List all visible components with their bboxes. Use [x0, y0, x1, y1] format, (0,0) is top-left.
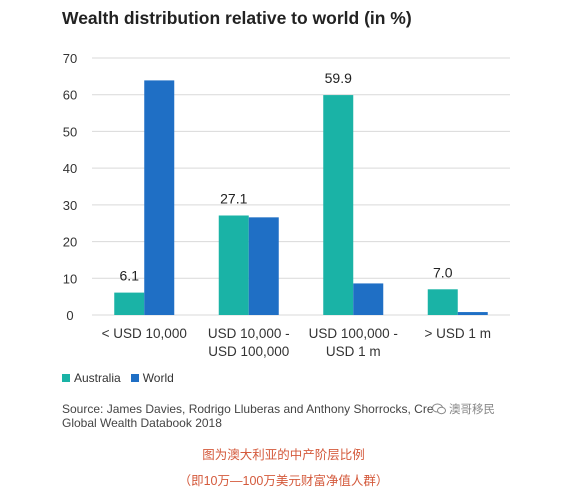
legend-swatch-australia	[62, 374, 70, 382]
y-tick-label: 50	[63, 124, 77, 139]
chat-icon	[432, 403, 446, 415]
y-tick-label: 30	[63, 198, 77, 213]
data-label: 6.1	[120, 268, 140, 284]
legend-swatch-world	[130, 374, 139, 382]
caption-line-2: （即10万—100万美元财富净值人群）	[178, 474, 389, 488]
source-line-2: Global Wealth Databook 2018	[62, 416, 222, 430]
x-tick-label: < USD 10,000	[102, 326, 187, 341]
bar-world	[248, 217, 279, 315]
y-tick-label: 10	[63, 271, 77, 286]
data-label: 27.1	[220, 191, 247, 207]
y-tick-label: 70	[63, 51, 77, 66]
legend-item-world: World	[130, 371, 174, 385]
bar-world	[353, 283, 384, 315]
legend-label-world: World	[142, 371, 174, 385]
source-note: Source: James Davies, Rodrigo Lluberas a…	[62, 402, 482, 430]
y-tick-label: 20	[63, 235, 77, 250]
bar-australia	[427, 289, 458, 315]
x-tick-label: USD 10,000 -	[208, 326, 290, 341]
watermark: 澳哥移民	[432, 401, 495, 417]
x-tick-label: USD 100,000 -	[309, 326, 398, 341]
data-label: 59.9	[325, 70, 352, 86]
source-line-1: Source: James Davies, Rodrigo Lluberas a…	[62, 402, 434, 416]
y-tick-label: 60	[63, 88, 77, 103]
bar-australia	[114, 292, 145, 315]
watermark-text: 澳哥移民	[449, 404, 495, 416]
bar-chart: 0 10 20 30 40 50 60 70 6.1 27.1 59.9 7.0 < USD 10,00…	[63, 51, 510, 359]
x-tick-label: > USD 1 m	[425, 326, 491, 341]
bar-world	[144, 80, 175, 315]
x-tick-label: USD 1 m	[326, 344, 381, 359]
legend-label-australia: Australia	[74, 371, 121, 385]
data-label: 7.0	[433, 264, 453, 280]
bar-australia	[218, 215, 249, 315]
x-tick-label: USD 100,000	[208, 344, 289, 359]
caption-line-1: 图为澳大利亚的中产阶层比例	[202, 448, 365, 462]
y-tick-label: 0	[66, 308, 73, 323]
legend-item-australia: Australia	[62, 371, 121, 385]
y-tick-label: 40	[63, 161, 77, 176]
chart-title: Wealth distribution relative to world (i…	[62, 8, 412, 28]
legend: Australia World	[62, 371, 184, 385]
bar-world	[457, 312, 488, 315]
bar-australia	[323, 95, 354, 316]
